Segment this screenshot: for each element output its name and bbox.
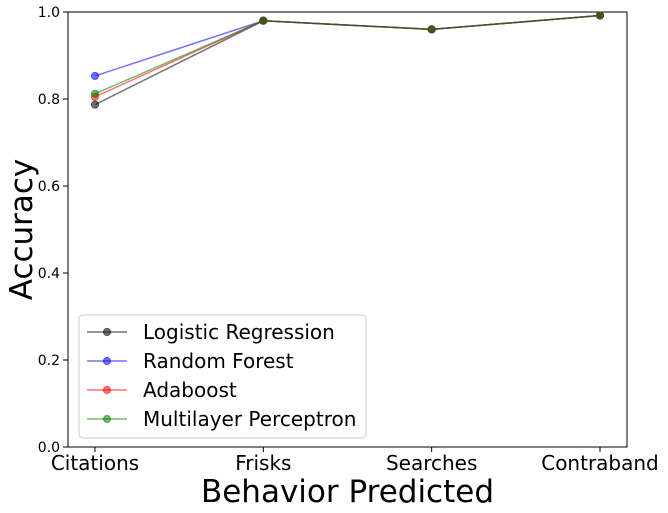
y-tick-label: 0.2 — [38, 353, 60, 369]
legend-box — [78, 314, 367, 439]
x-tick-label-contraband: Contraband — [541, 451, 659, 475]
legend-swatch-marker — [102, 356, 112, 366]
legend-swatch-marker — [102, 327, 112, 337]
plot-area — [67, 11, 628, 448]
y-tick-label: 0.4 — [38, 266, 60, 282]
x-tick-label-citations: Citations — [51, 451, 139, 475]
data-point-random-forest-citations — [90, 71, 100, 81]
x-tick-label-searches: Searches — [386, 451, 477, 475]
series-line-adaboost — [94, 14, 601, 98]
axes: 0.0 0.2 0.4 0.6 0.8 1.0 Citations Frisks Searche… — [38, 5, 659, 475]
series-line-multilayer-perceptron — [94, 14, 601, 95]
plot-frame — [67, 11, 628, 448]
legend-item-multilayer-perceptron: Multilayer Perceptron — [87, 407, 356, 431]
legend-swatch-marker — [102, 385, 112, 395]
x-axis-label: Behavior Predicted — [201, 474, 494, 510]
series-line-logistic-regression — [94, 14, 601, 106]
series-multilayer-perceptron — [90, 11, 605, 98]
y-tick-label: 0.8 — [38, 92, 60, 108]
series-logistic-regression — [90, 11, 605, 109]
legend-label: Adaboost — [143, 378, 237, 402]
legend-item-logistic-regression: Logistic Regression — [87, 320, 335, 344]
y-tick-label: 1.0 — [38, 5, 60, 21]
y-tick-label: 0.6 — [38, 179, 60, 195]
legend-label: Logistic Regression — [143, 320, 335, 344]
data-point-multilayer-perceptron-frisks — [259, 16, 268, 25]
data-point-multilayer-perceptron-citations — [90, 89, 100, 98]
series-group — [90, 11, 605, 109]
legend-item-random-forest: Random Forest — [87, 349, 294, 373]
x-tick-label-frisks: Frisks — [235, 451, 291, 475]
legend-item-adaboost: Adaboost — [87, 378, 237, 402]
y-axis-label: Accuracy — [4, 159, 40, 301]
data-point-multilayer-perceptron-contraband — [595, 11, 605, 20]
legend-swatch-marker — [102, 414, 112, 424]
legend: Logistic Regression Random Forest Adaboost… — [78, 314, 367, 439]
data-point-logistic-regression-citations — [90, 100, 100, 109]
legend-label: Multilayer Perceptron — [143, 407, 356, 431]
legend-label: Random Forest — [143, 349, 294, 373]
y-tick-label: 0.0 — [38, 440, 60, 456]
data-point-multilayer-perceptron-searches — [427, 25, 436, 34]
